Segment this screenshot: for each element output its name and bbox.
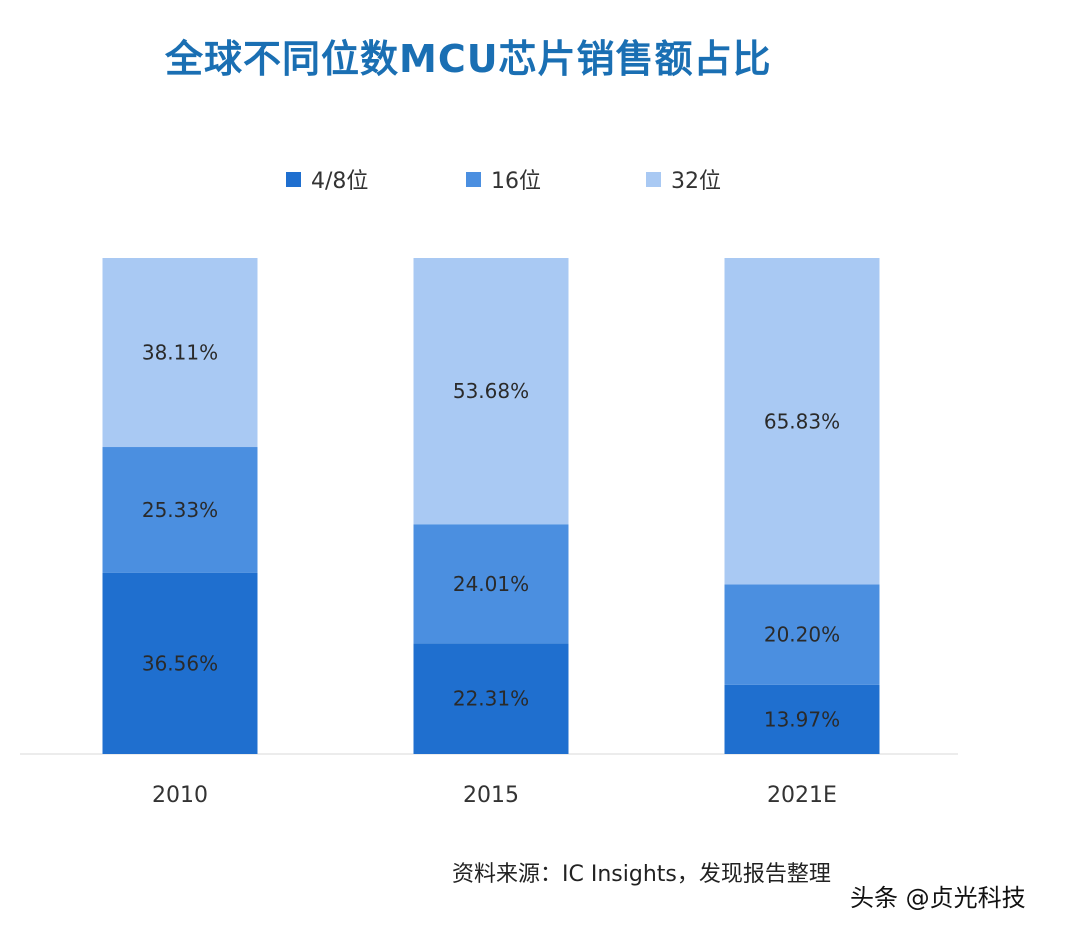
bar-segment-2010-2 bbox=[102, 258, 258, 448]
chart-title: 全球不同位数MCU芯片销售额占比 bbox=[165, 37, 772, 81]
legend-item-16bit: 16位 bbox=[466, 163, 646, 195]
bar-segment-2021E-1 bbox=[724, 584, 880, 685]
chart-legend: 4/8位 16位 32位 bbox=[286, 163, 826, 195]
data-label-2021E-2: 65.83% bbox=[764, 409, 840, 433]
data-label-2021E-1: 20.20% bbox=[764, 623, 840, 647]
bar-segment-2015-0 bbox=[413, 643, 569, 754]
legend-swatch-16bit bbox=[466, 171, 481, 187]
bar-segment-2010-0 bbox=[102, 572, 258, 754]
source-note: 资料来源：IC Insights，发现报告整理 bbox=[452, 862, 831, 887]
legend-swatch-32bit bbox=[646, 171, 661, 187]
bar-segment-2021E-0 bbox=[724, 684, 880, 754]
x-tick-label-2010: 2010 bbox=[152, 783, 208, 808]
bar-segment-2010-1 bbox=[102, 447, 258, 573]
data-label-2010-2: 38.11% bbox=[142, 341, 218, 365]
data-label-2015-0: 22.31% bbox=[453, 687, 529, 711]
legend-item-4-8bit: 4/8位 bbox=[286, 163, 466, 195]
legend-label-4-8bit: 4/8位 bbox=[311, 169, 369, 194]
x-tick-label-2015: 2015 bbox=[463, 783, 519, 808]
legend-label-16bit: 16位 bbox=[491, 169, 541, 194]
legend-item-32bit: 32位 bbox=[646, 163, 826, 195]
bar-segment-2015-1 bbox=[413, 524, 569, 644]
bar-segment-2015-2 bbox=[413, 258, 569, 525]
data-label-2010-1: 25.33% bbox=[142, 498, 218, 522]
x-tick-label-2021E: 2021E bbox=[767, 783, 837, 808]
data-label-2010-0: 36.56% bbox=[142, 651, 218, 675]
legend-label-32bit: 32位 bbox=[671, 169, 721, 194]
data-label-2015-1: 24.01% bbox=[453, 572, 529, 596]
watermark: 头条 @贞光科技 bbox=[850, 884, 1026, 912]
data-label-2021E-0: 13.97% bbox=[764, 707, 840, 731]
bar-segment-2021E-2 bbox=[724, 258, 880, 585]
legend-swatch-4-8bit bbox=[286, 171, 301, 187]
data-label-2015-2: 53.68% bbox=[453, 379, 529, 403]
